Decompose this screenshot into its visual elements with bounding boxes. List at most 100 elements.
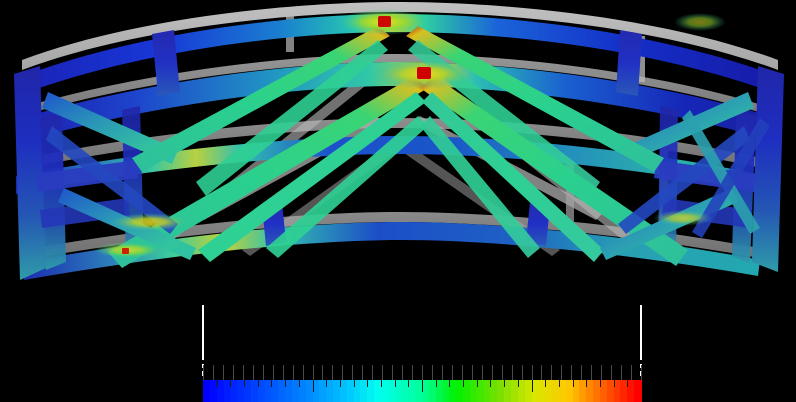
colorbar-color-ramp: [203, 380, 642, 402]
colorbar-segment: [490, 380, 498, 402]
colorbar-segment-separator: [353, 380, 355, 387]
colorbar-tick: [551, 365, 552, 381]
colorbar-tick: [293, 365, 294, 381]
colorbar-segment-separator: [599, 380, 601, 387]
colorbar-tick: [253, 365, 254, 381]
colorbar-tick-marks: [203, 365, 642, 381]
colorbar-tick: [621, 365, 622, 381]
colorbar-segment: [319, 380, 327, 402]
stress-colorbar[interactable]: [196, 303, 648, 402]
colorbar-tick: [541, 365, 542, 381]
colorbar-gradient-bar[interactable]: [203, 380, 642, 402]
colorbar-tick: [571, 365, 572, 381]
colorbar-segment: [606, 380, 615, 402]
colorbar-segment: [223, 380, 231, 402]
colorbar-segment: [558, 380, 567, 402]
colorbar-segment: [463, 380, 471, 402]
colorbar-tick: [362, 365, 363, 381]
colorbar-segment: [517, 380, 526, 402]
colorbar-segment: [339, 380, 348, 402]
colorbar-segment: [510, 380, 519, 402]
colorbar-segment-separator: [572, 380, 574, 387]
colorbar-segment: [497, 380, 505, 402]
colorbar-segment: [504, 380, 512, 402]
colorbar-segment: [374, 380, 382, 402]
colorbar-tick: [452, 365, 453, 381]
colorbar-tick: [342, 365, 343, 381]
colorbar-segment: [278, 380, 286, 402]
colorbar-segment-separator: [504, 380, 506, 387]
colorbar-tick: [561, 365, 562, 381]
colorbar-segment: [620, 380, 628, 402]
stress-hotspot-overlays: [94, 9, 726, 258]
colorbar-tick: [631, 365, 632, 381]
colorbar-tick: [502, 365, 503, 381]
colorbar-tick: [402, 365, 403, 381]
colorbar-segment-separator: [244, 380, 246, 387]
colorbar-tick: [581, 365, 582, 381]
colorbar-segment: [250, 380, 259, 402]
colorbar-tick: [492, 365, 493, 381]
colorbar-tick: [462, 365, 463, 381]
colorbar-segment: [237, 380, 245, 402]
colorbar-segment: [428, 380, 437, 402]
colorbar-segment: [545, 380, 553, 402]
colorbar-segment-separator: [230, 380, 232, 387]
colorbar-segment: [531, 380, 539, 402]
model-render-stage[interactable]: [0, 0, 796, 300]
colorbar-tick: [412, 365, 413, 381]
colorbar-segment: [244, 380, 252, 402]
colorbar-segment: [408, 380, 416, 402]
colorbar-tick: [422, 365, 423, 381]
colorbar-segment-separator: [545, 380, 547, 387]
colorbar-segment: [285, 380, 293, 402]
colorbar-segment: [586, 380, 594, 402]
colorbar-segment: [627, 380, 635, 402]
colorbar-segment: [209, 380, 218, 402]
colorbar-tick: [472, 365, 473, 381]
colorbar-segment: [422, 380, 430, 402]
colorbar-tick: [601, 365, 602, 381]
colorbar-segment-separator: [339, 380, 341, 387]
colorbar-segment-separator: [558, 380, 560, 387]
colorbar-tick: [273, 365, 274, 381]
colorbar-tick: [432, 365, 433, 381]
colorbar-segment: [298, 380, 307, 402]
colorbar-segment: [387, 380, 396, 402]
colorbar-segment: [380, 380, 389, 402]
colorbar-segment: [203, 380, 211, 402]
colorbar-tick: [213, 365, 214, 381]
colorbar-segment: [333, 380, 341, 402]
colorbar-frame-right-line: [640, 305, 642, 360]
colorbar-segment-separator: [326, 380, 328, 387]
colorbar-tick: [382, 365, 383, 381]
colorbar-segment-separator: [449, 380, 451, 387]
colorbar-segment: [538, 380, 546, 402]
colorbar-tick: [522, 365, 523, 381]
colorbar-major-separator: [532, 380, 533, 392]
colorbar-segment-separator: [476, 380, 478, 387]
colorbar-tick: [283, 365, 284, 381]
colorbar-tick: [512, 365, 513, 381]
colorbar-segment: [613, 380, 622, 402]
colorbar-segment: [449, 380, 457, 402]
colorbar-segment: [579, 380, 587, 402]
colorbar-tick: [303, 365, 304, 381]
colorbar-segment: [346, 380, 355, 402]
colorbar-segment: [634, 380, 642, 402]
colorbar-segment-separator: [367, 380, 369, 387]
colorbar-segment: [305, 380, 314, 402]
colorbar-segment: [469, 380, 478, 402]
colorbar-segment-separator: [463, 380, 465, 387]
colorbar-segment: [524, 380, 533, 402]
colorbar-segment: [483, 380, 492, 402]
colorbar-segment-separator: [435, 380, 437, 387]
colorbar-tick: [243, 365, 244, 381]
colorbar-major-separator: [422, 380, 423, 392]
colorbar-segment: [565, 380, 574, 402]
colorbar-tick: [313, 365, 314, 381]
colorbar-segment-separator: [285, 380, 287, 387]
colorbar-segment-separator: [271, 380, 273, 387]
colorbar-tick: [482, 365, 483, 381]
